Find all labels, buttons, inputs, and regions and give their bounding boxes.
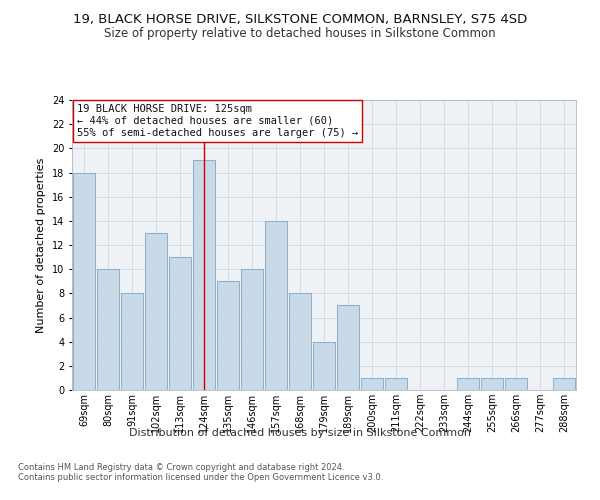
Bar xyxy=(97,269,119,390)
Bar xyxy=(289,294,311,390)
Bar xyxy=(193,160,215,390)
Bar xyxy=(169,257,191,390)
Text: Distribution of detached houses by size in Silkstone Common: Distribution of detached houses by size … xyxy=(129,428,471,438)
Text: 19, BLACK HORSE DRIVE, SILKSTONE COMMON, BARNSLEY, S75 4SD: 19, BLACK HORSE DRIVE, SILKSTONE COMMON,… xyxy=(73,12,527,26)
Bar xyxy=(313,342,335,390)
Bar xyxy=(145,233,167,390)
Bar xyxy=(361,378,383,390)
Text: Size of property relative to detached houses in Silkstone Common: Size of property relative to detached ho… xyxy=(104,28,496,40)
Bar xyxy=(265,221,287,390)
Y-axis label: Number of detached properties: Number of detached properties xyxy=(37,158,46,332)
Text: 19 BLACK HORSE DRIVE: 125sqm
← 44% of detached houses are smaller (60)
55% of se: 19 BLACK HORSE DRIVE: 125sqm ← 44% of de… xyxy=(77,104,358,138)
Bar xyxy=(481,378,503,390)
Text: Contains HM Land Registry data © Crown copyright and database right 2024.: Contains HM Land Registry data © Crown c… xyxy=(18,464,344,472)
Bar xyxy=(241,269,263,390)
Bar xyxy=(121,294,143,390)
Bar xyxy=(505,378,527,390)
Bar xyxy=(73,172,95,390)
Text: Contains public sector information licensed under the Open Government Licence v3: Contains public sector information licen… xyxy=(18,474,383,482)
Bar xyxy=(457,378,479,390)
Bar xyxy=(553,378,575,390)
Bar xyxy=(385,378,407,390)
Bar xyxy=(217,281,239,390)
Bar xyxy=(337,306,359,390)
